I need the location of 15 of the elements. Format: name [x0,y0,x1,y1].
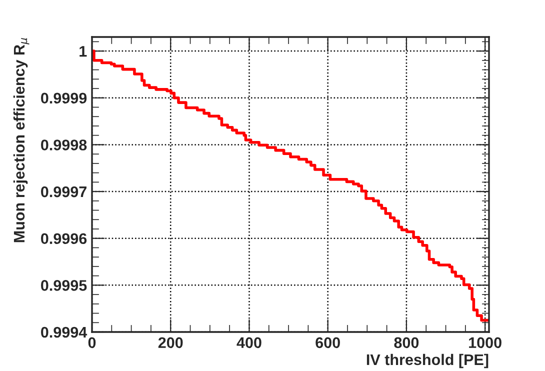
x-tick-label: 800 [394,337,419,348]
x-tick-label: 600 [316,337,340,348]
y-tick-label: 0.9994 [41,326,88,338]
x-tick-label: 400 [236,337,262,348]
x-axis-title: IV threshold [PE] [366,354,488,368]
y-tick-label: 1 [80,46,87,57]
y-tick-label: 0.9997 [41,186,86,198]
y-tick-label: 0.9996 [41,233,87,244]
y-tick-label: 0.9999 [41,92,87,104]
y-tick-label: 0.9998 [41,140,87,150]
x-tick-label: 200 [158,337,183,348]
x-tick-label: 1000 [469,337,502,348]
y-tick-label: 0.9995 [41,280,87,291]
x-tick-label: 0 [88,337,96,348]
y-axis-title: Muon rejection efficiency R$_{μ}$ [13,38,30,242]
